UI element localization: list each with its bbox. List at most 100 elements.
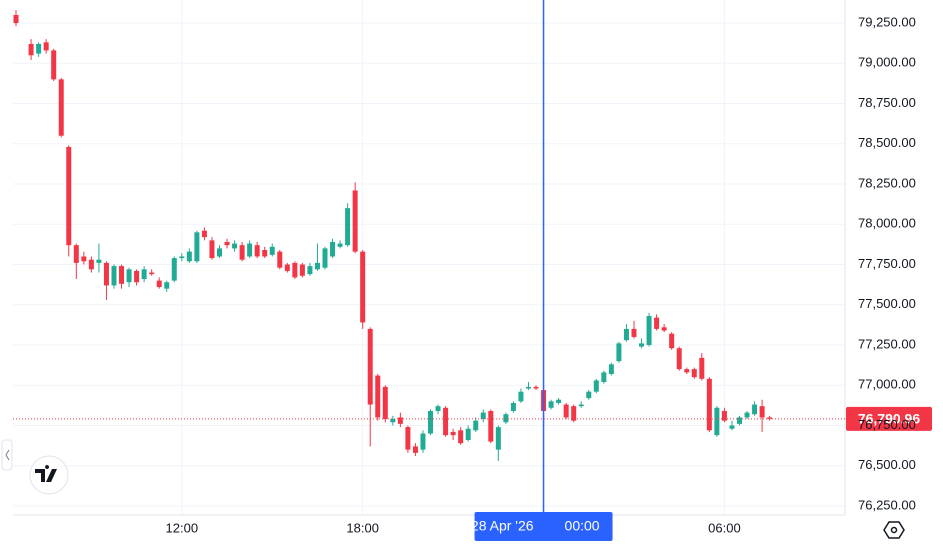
candle-body (216, 248, 222, 257)
y-tick-label: 78,000.00 (858, 216, 916, 231)
y-tick-label: 79,250.00 (858, 14, 916, 29)
candle-body (307, 266, 313, 275)
x-tick-label: 12:00 (166, 520, 199, 535)
candle-body (73, 245, 79, 263)
candle-body (43, 42, 49, 51)
candle-body (759, 406, 765, 418)
last-price-label: 76,790.96 (858, 411, 920, 427)
candle-body (616, 343, 622, 362)
candle-body (141, 269, 147, 279)
candle-body (345, 208, 351, 246)
candle-body (397, 417, 403, 424)
candle-body (586, 391, 592, 399)
candle-body (443, 407, 449, 436)
candle-body (684, 369, 690, 373)
crosshair-time: 00:00 (565, 518, 600, 534)
logo-circle[interactable] (29, 455, 69, 495)
candle-body (691, 369, 697, 378)
candle-body (13, 14, 19, 24)
candle-body (736, 417, 742, 424)
candle-body (126, 269, 132, 283)
candle-body (721, 411, 727, 421)
candle-body (661, 327, 667, 331)
last-price-box (846, 406, 932, 431)
candle-body (563, 404, 569, 418)
y-tick-label: 77,500.00 (858, 296, 916, 311)
candle-body (654, 317, 660, 329)
candle-body (390, 419, 396, 423)
candle-body (111, 266, 117, 286)
settings-dot[interactable] (890, 526, 898, 534)
settings-hex[interactable] (883, 521, 905, 539)
y-tick-label: 78,500.00 (858, 135, 916, 150)
candle-body (480, 412, 486, 420)
y-tick-label: 77,750.00 (858, 256, 916, 271)
y-tick-label: 76,250.00 (858, 497, 916, 512)
candle-body (623, 328, 629, 341)
candle-body (767, 417, 773, 419)
candle-body (405, 427, 411, 450)
y-tick-label: 78,250.00 (858, 175, 916, 190)
candle-body (277, 251, 283, 268)
overlay: 76,790.96 28 Apr '26 00:00 (13, 0, 932, 541)
candle-body (254, 245, 260, 257)
candle-body (119, 266, 125, 284)
candle-body (495, 427, 501, 450)
candle-body (578, 404, 584, 407)
y-tick-label: 77,000.00 (858, 377, 916, 392)
candle-body (352, 190, 358, 252)
candle-body (134, 270, 140, 283)
x-tick-label: 18:00 (346, 520, 379, 535)
candle-body (533, 386, 539, 389)
candle-body (669, 333, 675, 349)
candle-body (103, 262, 109, 286)
candle-body (51, 50, 57, 80)
candle-body (503, 414, 509, 423)
candle-body (367, 328, 373, 405)
candle-body (525, 386, 531, 389)
candle-body (556, 399, 562, 403)
candle-body (28, 43, 34, 56)
candle-body (571, 406, 577, 421)
collapse-toggle[interactable] (1, 439, 13, 471)
tradingview-logo[interactable] (29, 455, 69, 495)
candle-body (322, 248, 328, 268)
crosshair-date: 28 Apr '26 (471, 518, 534, 534)
candle-body (337, 243, 343, 247)
x-tick-label: 06:00 (708, 520, 741, 535)
candle-body (314, 262, 320, 270)
candle-body (330, 241, 336, 257)
candle-body (473, 420, 479, 431)
candle-body (194, 232, 200, 262)
candle-body (420, 433, 426, 450)
candle-body (450, 431, 456, 436)
logo-mark[interactable] (35, 465, 57, 482)
candle-body (465, 428, 471, 440)
candle-body (458, 430, 464, 444)
candle-body (179, 256, 185, 259)
toggle-box[interactable] (1, 439, 13, 471)
candle-body (224, 241, 230, 246)
candle-body (646, 316, 652, 345)
candle-body (706, 378, 712, 431)
candle-body (262, 250, 268, 257)
candle-body (96, 259, 102, 263)
candle-body (412, 446, 418, 453)
candle-body (714, 407, 720, 436)
candle-body (209, 240, 215, 259)
toggle-arrow[interactable] (5, 449, 10, 461)
candle-body (58, 79, 64, 136)
candle-body (186, 251, 192, 262)
candle-body (360, 251, 366, 323)
candle-body (510, 402, 516, 412)
y-tick-label: 76,500.00 (858, 457, 916, 472)
crosshair-label-box (474, 512, 613, 541)
settings-icon[interactable] (883, 521, 905, 539)
candle-body (375, 375, 381, 418)
candle-body (149, 272, 155, 275)
candle-body (676, 348, 682, 370)
candle-body (201, 230, 207, 238)
candle-body (593, 380, 599, 392)
